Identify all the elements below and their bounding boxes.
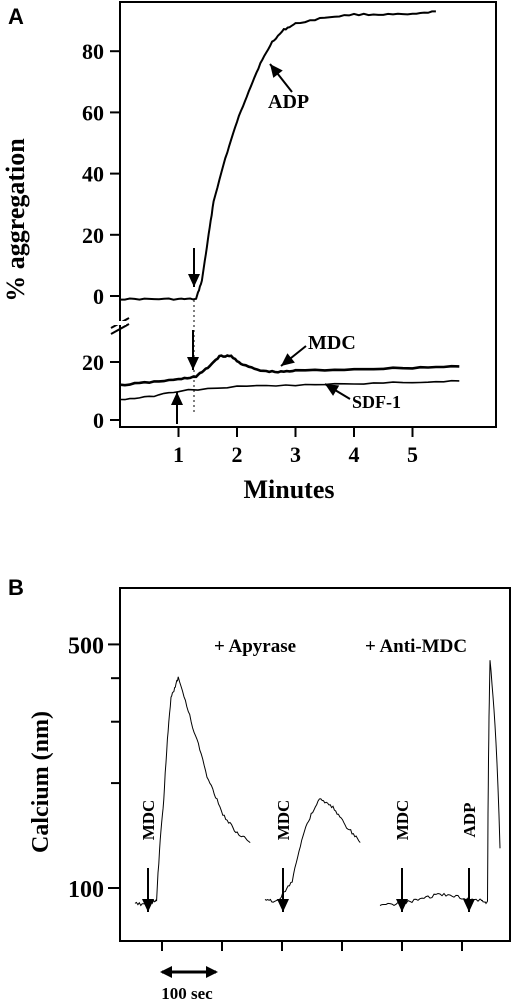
series-label-sdf1: SDF-1 [352, 392, 401, 412]
series-line-mdc [119, 354, 460, 387]
stimulus-label-b: MDC [139, 800, 158, 841]
calcium-trace-control [134, 676, 251, 907]
y-tick-label-lower: 0 [93, 408, 104, 433]
stimulus-arrow-b [396, 868, 408, 912]
stimulus-arrow-sdf1 [171, 392, 183, 424]
y-axis-title-a: % aggregation [1, 138, 30, 302]
x-tick-label-a: 4 [349, 442, 360, 467]
stimulus-arrow-b [277, 868, 289, 912]
panel-b: B Calcium (nm) + Apyrase + Anti-MDC 100 … [8, 575, 511, 1003]
stimulus-arrow-adp [188, 248, 200, 287]
series-line-sdf-1 [119, 379, 460, 401]
y-tick-label-upper: 60 [82, 100, 104, 125]
series-label-adp: ADP [268, 91, 309, 113]
stimulus-label-b: ADP [460, 803, 479, 838]
panel-a-frame [119, 1, 497, 428]
y-tick-label-b: 100 [68, 877, 104, 903]
scale-bar-label: 100 sec [161, 984, 213, 1003]
panel-label-b: B [8, 575, 24, 600]
stimulus-arrow-b [463, 868, 475, 912]
label-arrow-mdc [280, 345, 307, 367]
stimulus-label-b: MDC [393, 800, 412, 841]
panel-b-frame [119, 587, 511, 942]
stimulus-label-b: MDC [274, 800, 293, 841]
x-tick-label-a: 5 [407, 442, 418, 467]
y-tick-label-upper: 20 [82, 223, 104, 248]
panel-a: A % aggregation Minutes [1, 1, 497, 504]
y-tick-label-b: 500 [68, 633, 104, 659]
axis-break-mark [110, 317, 130, 335]
x-tick-label-a: 1 [173, 442, 184, 467]
x-axis-title-a: Minutes [244, 475, 335, 504]
x-tick-label-a: 3 [290, 442, 301, 467]
y-tick-label-upper: 80 [82, 39, 104, 64]
y-axis-title-b: Calcium (nm) [28, 711, 54, 853]
x-tick-label-a: 2 [232, 442, 243, 467]
y-tick-label-upper: 0 [93, 284, 104, 309]
label-arrow-sdf1 [324, 383, 351, 400]
calcium-trace-anti-mdc [379, 660, 501, 906]
series-line-adp [120, 10, 436, 301]
panel-label-a: A [8, 4, 24, 29]
series-label-mdc: MDC [308, 332, 356, 354]
stimulus-arrow-b [142, 868, 154, 912]
time-scale-bar [160, 966, 218, 978]
stimulus-arrow-mdc [187, 330, 199, 370]
condition-label-apyrase: + Apyrase [214, 636, 296, 657]
condition-label-anti-mdc: + Anti-MDC [365, 636, 467, 657]
calcium-trace-apyrase [264, 798, 361, 903]
label-arrow-adp [269, 63, 293, 93]
y-tick-label-lower: 20 [82, 350, 104, 375]
y-tick-label-upper: 40 [82, 162, 104, 187]
